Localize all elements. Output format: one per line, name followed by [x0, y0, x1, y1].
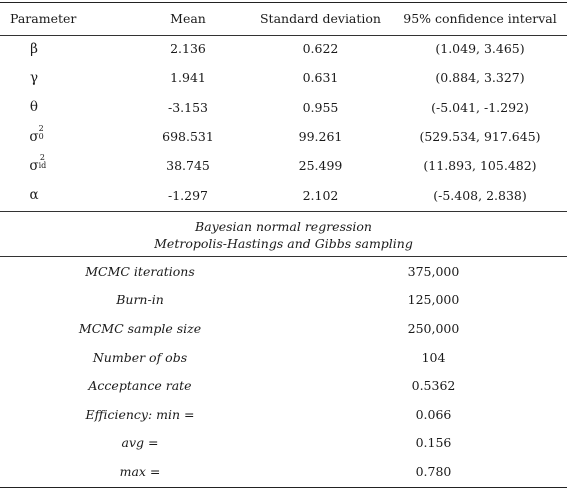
table-row: Burn-in 125,000	[0, 286, 567, 315]
mean-value: 698.531	[162, 129, 214, 145]
table-row: Number of obs 104	[0, 343, 567, 372]
mcmc-label: max =	[119, 463, 161, 479]
mcmc-value: 104	[421, 349, 446, 365]
parameter-base-letter: σ	[29, 157, 39, 174]
params-bottom-rule	[0, 211, 567, 212]
header-standard-deviation: Standard deviation	[259, 10, 381, 26]
parameter-base-letter: σ	[29, 128, 39, 145]
table-row: γ 1.941 0.631 (0.884, 3.327)	[0, 63, 567, 92]
model-caption-line-2: Metropolis-Hastings and Gibbs sampling	[154, 236, 413, 251]
standard-deviation-value: 0.622	[302, 41, 339, 57]
table-row: MCMC sample size 250,000	[0, 314, 567, 343]
bottom-rule	[0, 487, 567, 488]
parameter-superscript: 2	[39, 152, 45, 162]
table-row: Acceptance rate 0.5362	[0, 371, 567, 400]
header-mean: Mean	[170, 10, 206, 26]
mcmc-value: 0.780	[415, 463, 452, 479]
standard-deviation-value: 0.955	[302, 99, 339, 115]
parameter-base-letter: γ	[29, 69, 39, 86]
mean-value: -1.297	[167, 187, 208, 203]
parameter-subscript: 0	[38, 131, 44, 141]
mcmc-label: Burn-in	[116, 292, 164, 308]
parameter-subscript: id	[38, 160, 47, 170]
standard-deviation-value: 25.499	[298, 158, 343, 174]
table-row: σ 2 0 698.531 99.261 (529.534, 917.645)	[0, 122, 567, 151]
confidence-interval-value: (11.893, 105.482)	[423, 158, 537, 174]
mcmc-value: 0.156	[415, 435, 452, 451]
confidence-interval-value: (-5.408, 2.838)	[433, 187, 527, 203]
mean-value: 38.745	[166, 158, 210, 174]
parameter-superscript: 2	[38, 123, 44, 133]
parameter-symbol-glyph: θ	[30, 99, 38, 115]
parameter-estimates-table: Parameter Mean Standard deviation 95% co…	[0, 2, 567, 210]
mcmc-label: MCMC sample size	[78, 320, 202, 336]
mcmc-value: 0.5362	[411, 378, 456, 394]
table-row: α -1.297 2.102 (-5.408, 2.838)	[0, 180, 567, 209]
mean-value: 1.941	[170, 70, 206, 86]
table-row: β 2.136 0.622 (1.049, 3.465)	[0, 34, 567, 63]
parameter-symbol: β	[0, 34, 128, 63]
top-rule	[0, 2, 567, 3]
mcmc-label: Efficiency: min =	[85, 406, 195, 422]
mcmc-summary-table: MCMC iterations 375,000 Burn-in 125,000 MCMC…	[0, 257, 567, 486]
table-row: Efficiency: min = 0.066	[0, 400, 567, 429]
mcmc-value: 375,000	[407, 263, 460, 279]
table-row: avg = 0.156	[0, 429, 567, 458]
parameter-symbol: θ	[0, 93, 128, 122]
model-caption-line-1: Bayesian normal regression	[195, 219, 372, 234]
table-row: max = 0.780	[0, 457, 567, 486]
table-row: MCMC iterations 375,000	[0, 257, 567, 286]
confidence-interval-value: (529.534, 917.645)	[419, 129, 541, 145]
header-rule	[0, 35, 567, 36]
parameter-scripts: 2 id	[38, 152, 47, 170]
mcmc-label: avg =	[121, 435, 159, 451]
mcmc-value: 0.066	[415, 406, 452, 422]
parameter-symbol: σ 2 id	[0, 151, 128, 180]
mcmc-label: Number of obs	[92, 349, 188, 365]
mcmc-value: 125,000	[407, 292, 460, 308]
header-parameter: Parameter	[10, 10, 77, 26]
confidence-interval-value: (-5.041, -1.292)	[431, 99, 529, 115]
standard-deviation-value: 0.631	[302, 70, 339, 86]
parameter-symbol-glyph: β	[30, 41, 38, 57]
confidence-interval-value: (0.884, 3.327)	[435, 70, 525, 86]
mcmc-label: Acceptance rate	[88, 378, 192, 394]
parameter-symbol-glyph: γ	[30, 70, 38, 86]
table-header-row: Parameter Mean Standard deviation 95% co…	[0, 2, 567, 34]
parameter-symbol: α	[0, 180, 128, 209]
parameter-symbol: γ	[0, 63, 128, 92]
header-confidence-interval: 95% confidence interval	[403, 10, 557, 26]
table-row: σ 2 id 38.745 25.499 (11.893, 105.482)	[0, 151, 567, 180]
standard-deviation-value: 2.102	[302, 187, 339, 203]
mean-value: 2.136	[170, 41, 206, 57]
mcmc-label: MCMC iterations	[85, 263, 195, 279]
parameter-symbol-glyph: α	[29, 187, 38, 203]
parameter-base-letter: α	[29, 187, 39, 204]
parameter-symbol-glyph: σ 2 id	[29, 153, 46, 174]
parameter-base-letter: θ	[29, 99, 39, 116]
confidence-interval-value: (1.049, 3.465)	[435, 41, 525, 57]
caption-bottom-rule	[0, 256, 567, 257]
mcmc-value: 250,000	[407, 320, 460, 336]
standard-deviation-value: 99.261	[298, 129, 343, 145]
table-row: θ -3.153 0.955 (-5.041, -1.292)	[0, 93, 567, 122]
mean-value: -3.153	[167, 99, 208, 115]
parameter-base-letter: β	[30, 40, 38, 57]
